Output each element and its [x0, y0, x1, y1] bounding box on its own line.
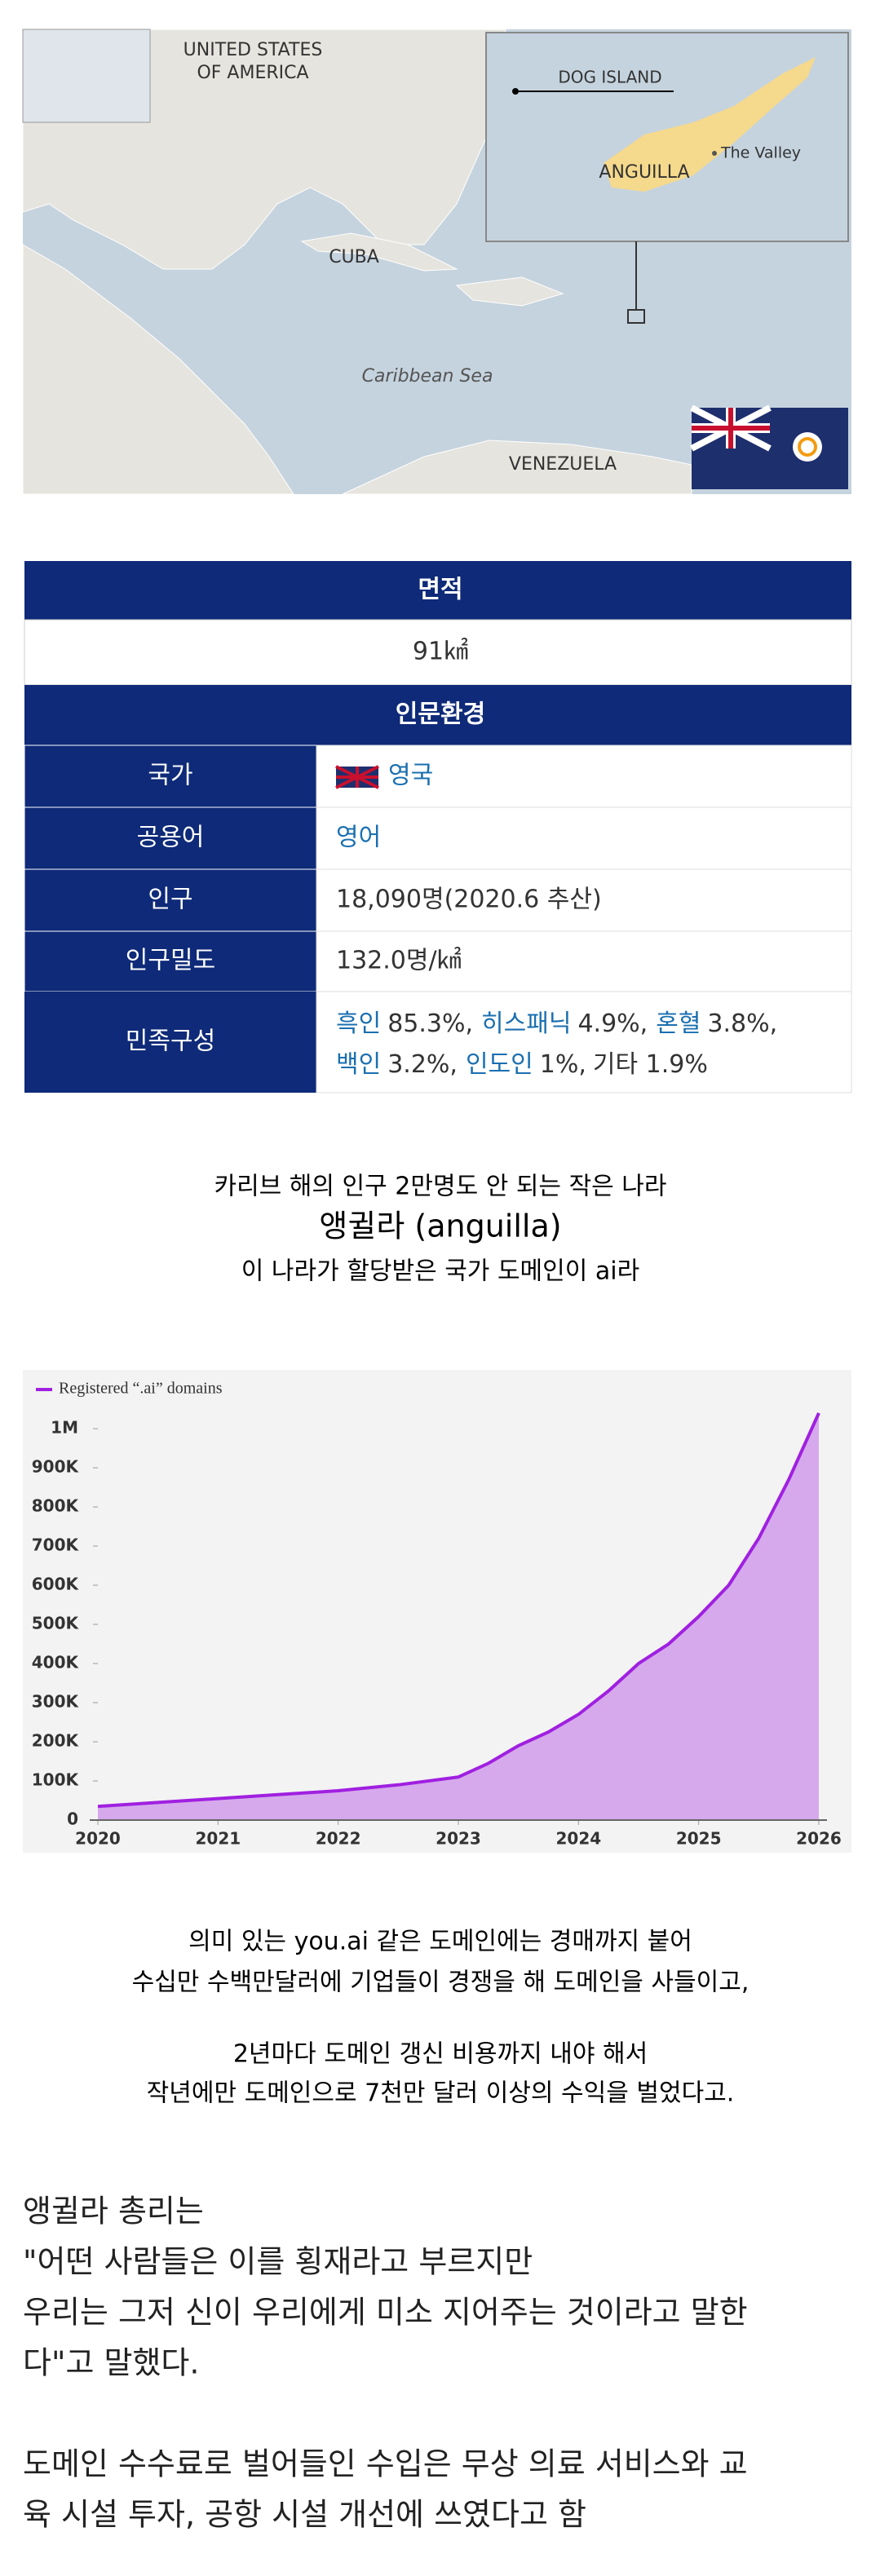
y-tick-label: 500K [32, 1614, 80, 1633]
ethnic-text: 기타 1.9% [593, 1050, 708, 1079]
map-label: UNITED STATES [184, 40, 323, 60]
ethnic-link[interactable]: 흑인 [336, 1010, 381, 1038]
y-tick-label: 400K [32, 1653, 80, 1672]
table-cell [316, 930, 852, 992]
map-label: DOG ISLAND [558, 68, 661, 87]
map-land [22, 244, 294, 495]
table-label: 국가 [148, 762, 192, 790]
y-tick-label: 1M [51, 1418, 78, 1438]
table-header [24, 685, 851, 745]
map-label: CUBA [329, 247, 379, 267]
table-value[interactable]: 영국 [388, 762, 433, 790]
table-value[interactable]: 영어 [336, 824, 381, 852]
table-cell [316, 745, 852, 808]
y-tick-label: 600K [32, 1575, 80, 1594]
y-tick-label: 200K [32, 1731, 80, 1751]
map-label: VENEZUELA [509, 454, 617, 475]
table-label-cell [24, 992, 316, 1093]
table-value: 132.0명/㎢ [336, 947, 462, 975]
y-tick-label: 900K [32, 1457, 80, 1477]
map-dot [712, 151, 717, 156]
body-text: "어떤 사람들은 이를 횡재라고 부르지만 [23, 2244, 533, 2280]
table-label-cell [24, 806, 317, 870]
x-tick-label: 2022 [316, 1829, 361, 1849]
legend-label: Registered “.ai” domains [59, 1380, 223, 1398]
body-text: 다"고 말했다. [23, 2345, 199, 2381]
y-tick-label: 0 [67, 1809, 78, 1829]
y-tick-label: 300K [32, 1692, 80, 1712]
table-label-cell [24, 745, 317, 808]
ethnic-link[interactable]: 혼혈 [656, 1010, 701, 1038]
caption: 이 나라가 할당받은 국가 도메인이 ai라 [241, 1257, 639, 1286]
ethnic-line: 흑인 85.3%, 히스패닉 4.9%, 혼혈 3.8%, [336, 1010, 777, 1038]
map-island [455, 276, 564, 307]
note: 의미 있는 you.ai 같은 도메인에는 경매까지 붙어 [188, 1928, 692, 1956]
map-label: The Valley [720, 144, 801, 162]
caption: 카리브 해의 인구 2만명도 안 되는 작은 나라 [214, 1173, 666, 1201]
ethnic-link[interactable]: 인도인 [466, 1050, 533, 1079]
x-tick-label: 2024 [555, 1829, 601, 1849]
table-label: 공용어 [137, 824, 205, 852]
map-marker [627, 309, 645, 324]
y-tick-label: 100K [32, 1770, 80, 1790]
map-label: OF AMERICA [197, 63, 308, 83]
area [98, 1412, 819, 1820]
x-tick-label: 2021 [195, 1829, 241, 1849]
line [97, 1412, 820, 1809]
flag-badge [798, 437, 817, 457]
table-label: 인구밀도 [126, 947, 215, 975]
map-island [300, 232, 458, 272]
flag-icon [335, 765, 379, 789]
body-text: 앵귈라 총리는 [23, 2194, 204, 2229]
ethnic-link[interactable]: 히스패닉 [481, 1010, 571, 1038]
table-cell [24, 619, 852, 686]
x-tick-label: 2026 [796, 1829, 842, 1849]
note: 2년마다 도메인 갱신 비용까지 내야 해서 [233, 2040, 648, 2069]
table-value: 18,090명(2020.6 추산) [336, 886, 602, 914]
body-text: 도메인 수수료로 벌어들인 수입은 무상 의료 서비스와 교 [23, 2446, 748, 2482]
caption: 앵귈라 (anguilla) [319, 1208, 561, 1244]
table-header-text: 면적 [418, 576, 462, 604]
body-text: 우리는 그저 신이 우리에게 미소 지어주는 것이라고 말한 [23, 2295, 748, 2331]
y-tick-label: 700K [32, 1535, 80, 1555]
ethnic-text: 85.3%, [387, 1010, 473, 1038]
x-tick-label: 2025 [676, 1829, 722, 1849]
note: 작년에만 도메인으로 7천만 달러 이상의 수익을 벌었다고. [147, 2079, 735, 2108]
flag-union [692, 408, 770, 448]
table-label: 인구 [148, 886, 192, 914]
table-label-cell [24, 930, 317, 992]
table-header-text: 인문환경 [396, 700, 485, 729]
chart-bg [23, 1370, 851, 1853]
x-tick-label: 2020 [75, 1829, 121, 1849]
map-label: ANGUILLA [599, 162, 689, 183]
map-label: Caribbean Sea [362, 366, 493, 387]
ethnic-link[interactable]: 백인 [336, 1050, 381, 1079]
table-cell [316, 991, 852, 1094]
table-cell [316, 806, 852, 870]
body-text: 육 시설 투자, 공항 시설 개선에 쓰였다고 함 [23, 2497, 586, 2533]
ethnic-text: 3.2%, [387, 1050, 458, 1079]
note: 수십만 수백만달러에 기업들이 경쟁을 해 도메인을 사들이고, [132, 1968, 750, 1997]
table-label-cell [24, 868, 317, 932]
ethnic-line: 백인 3.2%, 인도인 1%, 기타 1.9% [336, 1050, 708, 1079]
ethnic-text: 3.8%, [707, 1010, 777, 1038]
table-label: 민족구성 [126, 1027, 215, 1056]
y-tick-label: 800K [32, 1496, 80, 1516]
x-tick-label: 2023 [436, 1829, 481, 1849]
table-cell [316, 868, 852, 932]
anguilla-island [604, 57, 816, 192]
ethnic-text: 4.9%, [577, 1010, 648, 1038]
map-land [342, 440, 692, 495]
flag-badge [793, 432, 822, 462]
table-header [24, 561, 851, 620]
table-cell-text: 91㎢ [413, 638, 468, 666]
ethnic-text: 1%, [540, 1050, 586, 1079]
map-inset [22, 29, 151, 123]
